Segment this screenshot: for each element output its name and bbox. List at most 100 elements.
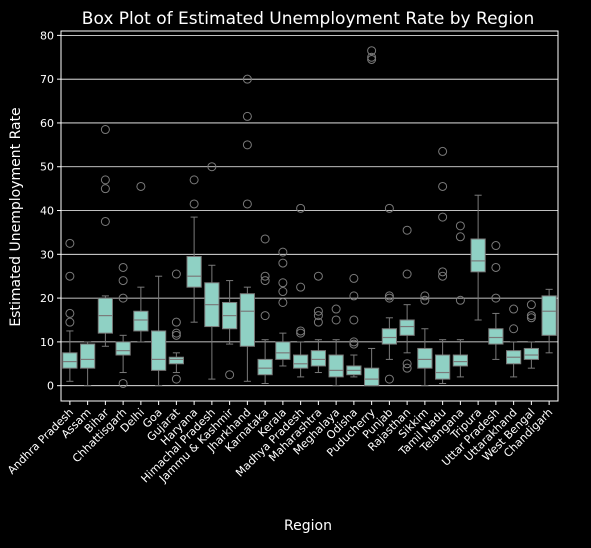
outlier-point: [278, 247, 288, 257]
outlier-point: [65, 238, 75, 248]
box-group: [399, 225, 415, 373]
box: [168, 356, 184, 365]
y-tick-label: 0: [47, 380, 54, 393]
outlier-point: [526, 311, 536, 321]
outlier-point: [384, 293, 394, 303]
outlier-point: [384, 374, 394, 384]
box-group: [523, 300, 539, 369]
outlier-point: [118, 293, 128, 303]
outlier-point: [118, 378, 128, 388]
box: [541, 295, 557, 336]
outlier-point: [402, 269, 412, 279]
outlier-point: [313, 271, 323, 281]
outlier-point: [118, 276, 128, 286]
y-tick-label: 60: [40, 117, 54, 130]
box: [488, 328, 504, 345]
x-tick-label: Andhra Pradesh: [5, 406, 76, 477]
box-group: [204, 162, 220, 380]
outlier-point: [65, 271, 75, 281]
box-group: [293, 203, 309, 378]
y-tick-label: 80: [40, 29, 54, 42]
outlier-point: [65, 317, 75, 327]
box: [151, 330, 167, 371]
outlier-point: [526, 300, 536, 310]
outlier-point: [367, 46, 377, 56]
outlier-point: [100, 216, 110, 226]
box: [417, 347, 433, 369]
outlier-point: [189, 199, 199, 209]
gridlines: [61, 34, 558, 387]
y-axis-label: Estimated Unemployment Rate: [8, 107, 24, 326]
box-group: [452, 221, 468, 378]
outlier-point: [260, 271, 270, 281]
outlier-point: [491, 241, 501, 251]
outlier-point: [171, 269, 181, 279]
outlier-point: [455, 221, 465, 231]
box-group: [328, 304, 344, 387]
outlier-point: [313, 306, 323, 316]
box-group: [364, 46, 380, 387]
outlier-point: [100, 184, 110, 194]
y-tick-label: 50: [40, 161, 54, 174]
outlier-point: [296, 282, 306, 292]
box-group: [346, 273, 362, 378]
box: [80, 343, 96, 369]
boxes: [62, 46, 557, 388]
outlier-point: [438, 181, 448, 191]
outlier-point: [171, 317, 181, 327]
outlier-point: [100, 175, 110, 185]
outlier-point: [242, 199, 252, 209]
y-tick-label: 70: [40, 73, 54, 86]
outlier-point: [171, 374, 181, 384]
outlier-point: [455, 232, 465, 242]
outlier-point: [455, 295, 465, 305]
outlier-point: [296, 203, 306, 213]
outlier-point: [207, 162, 217, 172]
outlier-point: [349, 339, 359, 349]
outlier-point: [242, 140, 252, 150]
outlier-point: [225, 370, 235, 380]
outlier-point: [349, 337, 359, 347]
box: [452, 354, 468, 367]
outlier-point: [526, 313, 536, 323]
outlier-point: [438, 271, 448, 281]
outlier-point: [260, 276, 270, 286]
outlier-point: [438, 212, 448, 222]
box: [257, 358, 273, 376]
box: [115, 341, 131, 356]
box-group: [133, 181, 149, 343]
plot-frame: [60, 30, 559, 402]
outlier-point: [242, 111, 252, 121]
box-group: [222, 280, 238, 380]
y-tick-label: 40: [40, 205, 54, 218]
y-axis-ticks: 0 10 20 30 40 50 60 70 80: [40, 29, 61, 393]
outlier-point: [171, 328, 181, 338]
outlier-point: [296, 326, 306, 336]
y-tick-label: 20: [40, 292, 54, 305]
outlier-point: [278, 287, 288, 297]
box: [62, 352, 78, 369]
outlier-point: [242, 74, 252, 84]
box: [133, 310, 149, 332]
y-tick-label: 30: [40, 248, 54, 261]
box-group: [62, 238, 78, 382]
box: [239, 293, 255, 347]
box-group: [186, 175, 202, 323]
box-group: [257, 234, 273, 384]
outlier-point: [384, 203, 394, 213]
outlier-point: [260, 311, 270, 321]
box: [523, 347, 539, 360]
outlier-point: [491, 262, 501, 272]
outlier-point: [438, 267, 448, 277]
box-group: [115, 262, 131, 388]
outlier-point: [189, 175, 199, 185]
box: [328, 354, 344, 378]
outlier-point: [136, 181, 146, 191]
box-group: [168, 269, 184, 384]
outlier-point: [65, 308, 75, 318]
outlier-point: [509, 324, 519, 334]
box-group: [310, 271, 326, 374]
outlier-point: [118, 262, 128, 272]
